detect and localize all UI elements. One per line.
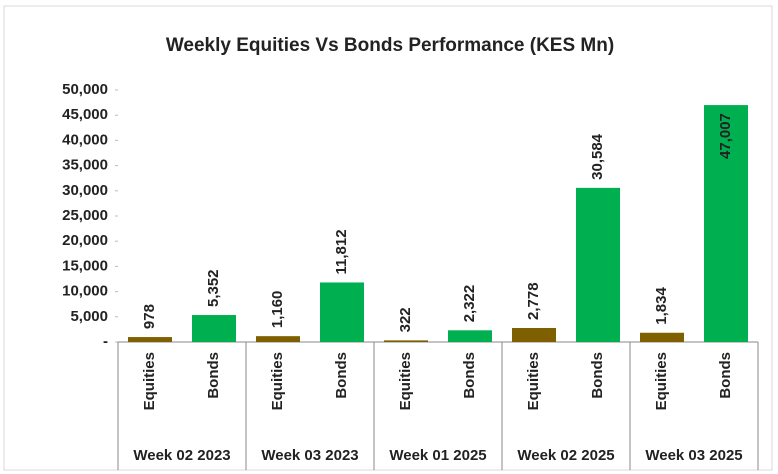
data-label: 2,778 bbox=[525, 282, 542, 320]
group-label: Week 02 2023 bbox=[133, 447, 230, 464]
y-tick-label: 30,000 bbox=[62, 182, 108, 199]
bar bbox=[704, 105, 748, 342]
category-label: Equities bbox=[653, 352, 670, 410]
data-label: 1,834 bbox=[653, 287, 670, 325]
category-label: Bonds bbox=[589, 352, 606, 399]
data-label: 5,352 bbox=[205, 269, 222, 307]
category-label: Bonds bbox=[461, 352, 478, 399]
data-label: 1,160 bbox=[269, 291, 286, 329]
data-label: 978 bbox=[141, 304, 158, 329]
category-label: Bonds bbox=[717, 352, 734, 399]
y-tick-label: 45,000 bbox=[62, 106, 108, 123]
category-label: Equities bbox=[525, 352, 542, 410]
bar bbox=[384, 340, 428, 342]
y-tick-label: 50,000 bbox=[62, 81, 108, 98]
bar bbox=[320, 282, 364, 342]
chart-frame bbox=[3, 5, 773, 471]
data-label: 11,812 bbox=[333, 229, 350, 274]
data-label: 47,007 bbox=[717, 113, 734, 159]
y-tick-label: 5,000 bbox=[70, 308, 108, 325]
y-tick-label: 40,000 bbox=[62, 131, 108, 148]
bar bbox=[256, 336, 300, 342]
group-label: Week 02 2025 bbox=[517, 447, 614, 464]
bar bbox=[192, 315, 236, 342]
data-label: 2,322 bbox=[461, 285, 478, 323]
category-label: Equities bbox=[397, 352, 414, 410]
chart-title: Weekly Equities Vs Bonds Performance (KE… bbox=[166, 35, 614, 56]
bar bbox=[576, 187, 620, 342]
bar bbox=[512, 327, 556, 342]
category-label: Equities bbox=[141, 352, 158, 410]
data-label: 322 bbox=[397, 307, 414, 332]
group-label: Week 03 2023 bbox=[261, 447, 358, 464]
y-tick-label: 15,000 bbox=[62, 257, 108, 274]
bar bbox=[128, 337, 172, 342]
y-tick-label: 20,000 bbox=[62, 232, 108, 249]
y-tick-label: 25,000 bbox=[62, 207, 108, 224]
bar bbox=[448, 330, 492, 342]
y-tick-label: 35,000 bbox=[62, 157, 108, 174]
y-tick-label: - bbox=[103, 333, 108, 350]
category-label: Bonds bbox=[205, 352, 222, 399]
data-label: 30,584 bbox=[589, 133, 606, 180]
group-label: Week 01 2025 bbox=[389, 447, 486, 464]
category-label: Equities bbox=[269, 352, 286, 410]
bar bbox=[640, 332, 684, 342]
category-label: Bonds bbox=[333, 352, 350, 399]
y-tick-label: 10,000 bbox=[62, 283, 108, 300]
group-label: Week 03 2025 bbox=[645, 447, 742, 464]
